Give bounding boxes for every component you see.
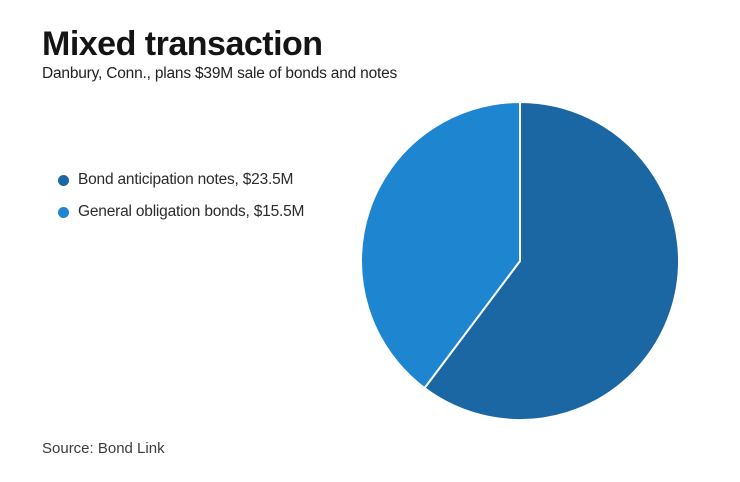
legend-swatch-icon [58,206,69,218]
legend: Bond anticipation notes, $23.5M General o… [58,169,304,223]
pie-chart [360,101,680,421]
chart-subtitle: Danbury, Conn., plans $39M sale of bonds… [42,65,398,82]
legend-swatch-icon [58,174,69,186]
legend-label: General obligation bonds, $15.5M [78,203,305,220]
legend-item: General obligation bonds, $15.5M [58,201,304,223]
legend-item: Bond anticipation notes, $23.5M [58,169,304,191]
legend-label: Bond anticipation notes, $23.5M [78,171,294,188]
pie-slice [360,101,521,390]
source-note: Source: Bond Link [42,440,165,457]
chart-title: Mixed transaction [42,25,323,63]
pie-slice [423,101,680,421]
